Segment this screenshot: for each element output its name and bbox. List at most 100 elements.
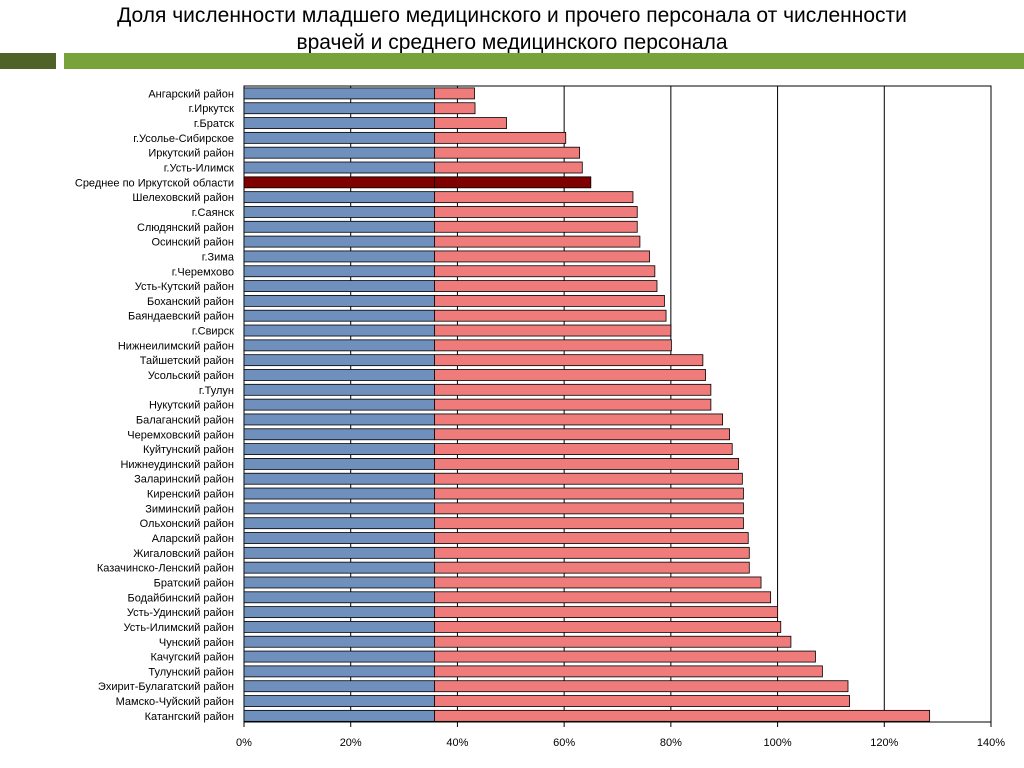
- bar-value-segment: [434, 650, 816, 663]
- bar-value-segment: [434, 621, 782, 633]
- bar-value-segment: [434, 532, 749, 544]
- bar-value-segment: [434, 517, 744, 530]
- x-tick-label: 40%: [446, 737, 468, 749]
- bar-base-segment: [243, 324, 435, 337]
- bar-value-segment: [434, 709, 931, 722]
- category-label: г.Черемхово: [172, 266, 234, 278]
- bar-value-segment: [434, 546, 750, 559]
- category-label: Эхирит-Булагатский район: [98, 681, 234, 693]
- bar-base-segment: [243, 220, 435, 233]
- category-label: г.Иркутск: [189, 103, 235, 115]
- bar-base-segment: [243, 472, 435, 485]
- bar-value-segment: [434, 487, 744, 500]
- bar-base-segment: [243, 146, 435, 159]
- category-label: Казачинско-Ленский район: [97, 563, 234, 575]
- bar-base-segment: [243, 176, 435, 189]
- bar-base-segment: [243, 665, 435, 678]
- bar-value-segment: [434, 339, 672, 352]
- bar-value-segment: [434, 354, 704, 367]
- bar-value-segment: [434, 280, 658, 292]
- bar-base-segment: [243, 576, 435, 589]
- bar-value-segment: [434, 324, 672, 337]
- bar-base-segment: [243, 117, 435, 129]
- bar-base-segment: [243, 102, 435, 115]
- category-label: г.Саянск: [192, 207, 234, 219]
- bar-value-segment: [434, 235, 641, 248]
- category-label: Усть-Илимский район: [124, 622, 234, 634]
- category-labels: Ангарский район г.Иркутск г.Братск г.Усолье…: [75, 88, 235, 722]
- bar-value-segment: [434, 680, 849, 693]
- category-label: Ангарский район: [148, 88, 234, 100]
- category-label: Балаганский район: [136, 414, 234, 426]
- bar-value-segment: [434, 458, 740, 470]
- category-label: Нукутский район: [149, 400, 234, 412]
- bar-value-segment: [434, 250, 650, 263]
- category-label: г.Зима: [202, 251, 235, 263]
- bar-base-segment: [243, 369, 435, 381]
- category-label: Усть-Удинский район: [127, 607, 234, 619]
- category-label: Мамско-Чуйский район: [116, 696, 234, 708]
- x-tick-label: 20%: [340, 737, 362, 749]
- bar-value-segment: [434, 161, 583, 174]
- category-label: г.Братск: [194, 118, 234, 130]
- bar-value-segment: [434, 576, 762, 589]
- bar-value-segment: [434, 102, 476, 115]
- bar-value-segment: [434, 117, 507, 129]
- bar-base-segment: [243, 87, 435, 100]
- x-tick-label: 0%: [236, 737, 252, 749]
- bar-base-segment: [243, 428, 435, 441]
- category-label: Усть-Кутский район: [135, 281, 234, 293]
- category-label: Качугский район: [150, 652, 234, 664]
- category-label: Куйтунский район: [143, 444, 234, 456]
- category-label: Усольский район: [148, 370, 234, 382]
- category-label: Ольхонский район: [140, 518, 234, 530]
- category-label: Жигаловский район: [133, 548, 234, 560]
- x-tick-label: 120%: [870, 737, 898, 749]
- category-label: Баяндаевский район: [128, 311, 234, 323]
- bar-base-segment: [243, 680, 435, 693]
- bar-base-segment: [243, 383, 435, 396]
- bar-value-segment: [434, 591, 772, 604]
- bar-value-segment: [434, 695, 851, 707]
- header-band-light: [64, 53, 1024, 69]
- bar-value-segment: [434, 265, 656, 278]
- bar-value-segment: [434, 606, 778, 619]
- bar-base-segment: [243, 532, 435, 544]
- bar-value-segment: [434, 131, 567, 144]
- category-label: Слюдянский район: [137, 222, 234, 234]
- bar-base-segment: [243, 235, 435, 248]
- bar-base-segment: [243, 280, 435, 292]
- bar-base-segment: [243, 621, 435, 633]
- bar-base-segment: [243, 191, 435, 204]
- bar-value-segment: [434, 561, 750, 574]
- bar-base-segment: [243, 309, 435, 322]
- bar-value-segment: [434, 191, 634, 204]
- category-label: Аларский район: [152, 533, 234, 545]
- bars: [243, 87, 931, 722]
- bar-base-segment: [243, 161, 435, 174]
- category-label: Катангский район: [145, 711, 234, 723]
- bar-base-segment: [243, 398, 435, 411]
- bar-value-segment: [434, 383, 712, 396]
- bar-base-segment: [243, 458, 435, 470]
- bar-base-segment: [243, 591, 435, 604]
- bar-base-segment: [243, 709, 435, 722]
- category-label: г.Усть-Илимск: [164, 163, 234, 175]
- bar-base-segment: [243, 502, 435, 515]
- category-label: Нижнеудинский район: [120, 459, 234, 471]
- category-label: Черемховский район: [127, 429, 234, 441]
- x-tick-label: 80%: [660, 737, 682, 749]
- bar-base-segment: [243, 443, 435, 455]
- bar-value-segment: [434, 428, 730, 441]
- bar-base-segment: [243, 606, 435, 619]
- chart-title-line-1: Доля численности младшего медицинского и…: [117, 4, 907, 27]
- bar-base-segment: [243, 487, 435, 500]
- category-label: Нижнеилимский район: [118, 340, 234, 352]
- bar-base-segment: [243, 131, 435, 144]
- category-label: Осинский район: [151, 237, 234, 249]
- bar-base-segment: [243, 339, 435, 352]
- bar-base-segment: [243, 561, 435, 574]
- x-tick-label: 140%: [977, 737, 1005, 749]
- bar-value-segment: [434, 635, 792, 648]
